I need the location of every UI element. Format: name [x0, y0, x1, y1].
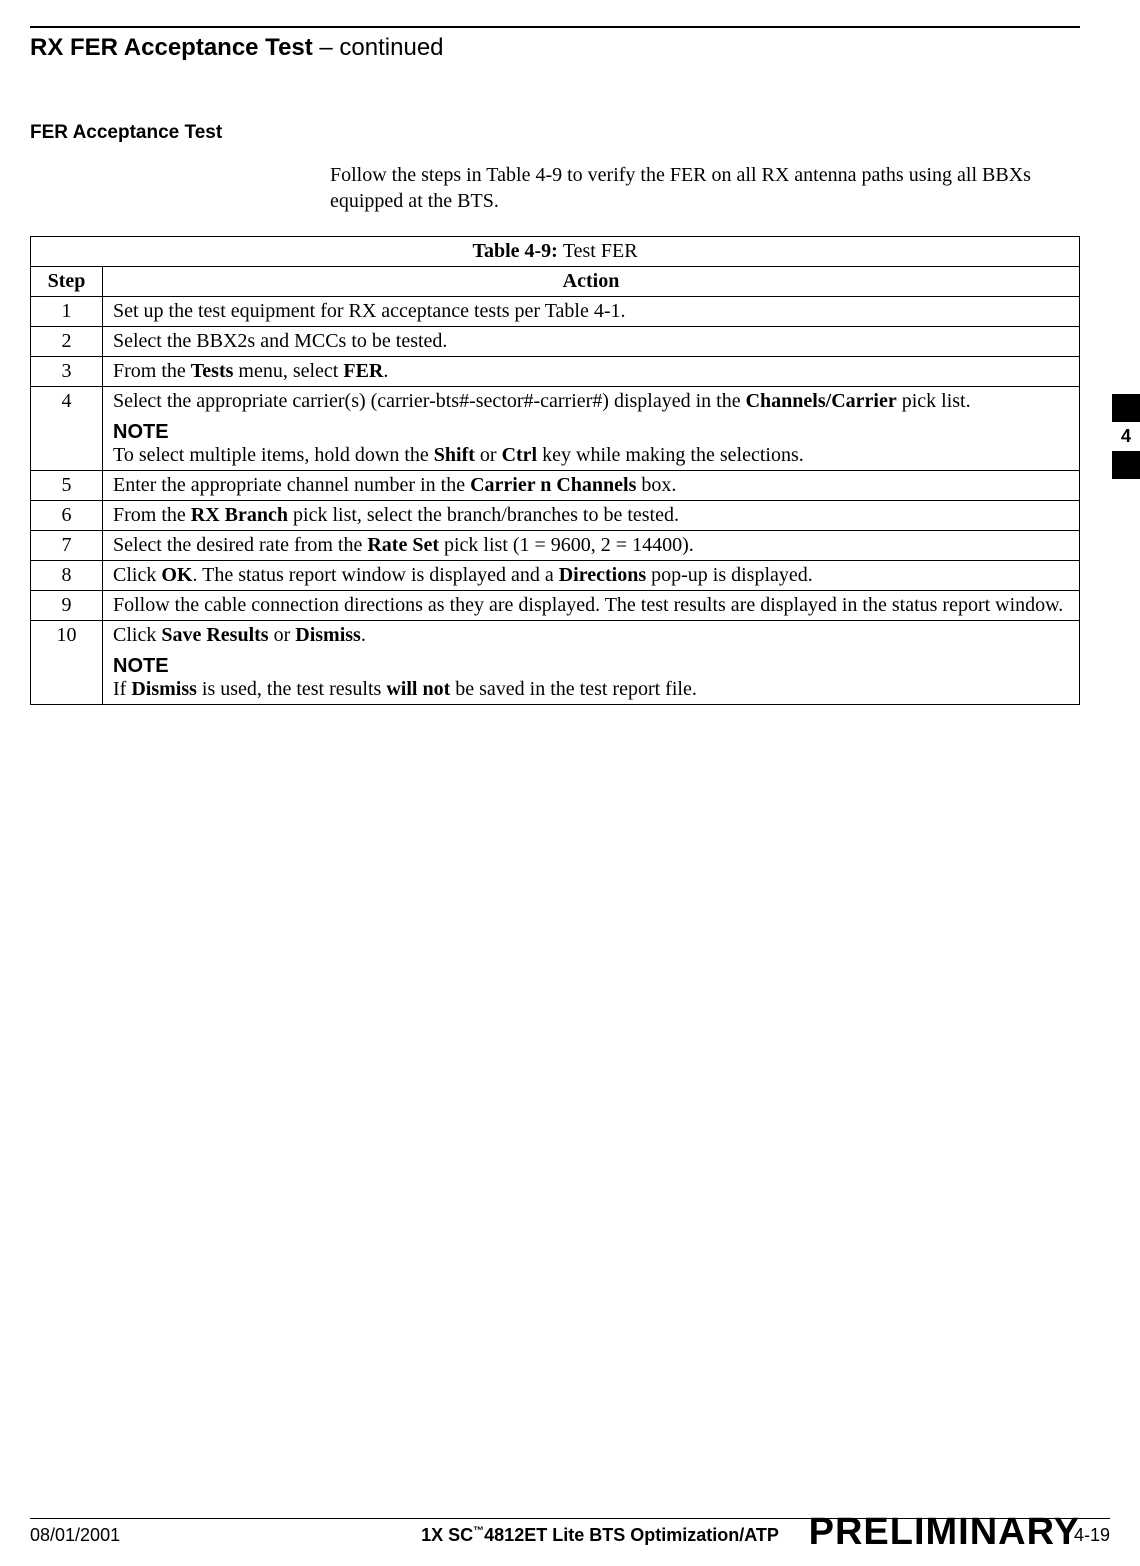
text: Select the desired rate from the — [113, 534, 367, 556]
step-cell: 1 — [31, 297, 103, 327]
side-tab: 4 — [1112, 394, 1140, 479]
action-cell: Follow the cable connection directions a… — [103, 591, 1080, 621]
text: pick list. — [897, 390, 971, 412]
preliminary-watermark: PRELIMINARY — [809, 1511, 1080, 1554]
action-cell: From the RX Branch pick list, select the… — [103, 501, 1080, 531]
bold-text: RX Branch — [191, 504, 288, 526]
action-cell: Select the desired rate from the Rate Se… — [103, 531, 1080, 561]
step-cell: 8 — [31, 561, 103, 591]
table-row: 7 Select the desired rate from the Rate … — [31, 531, 1080, 561]
table-row: 2 Select the BBX2s and MCCs to be tested… — [31, 327, 1080, 357]
table-caption-row: Table 4-9: Test FER — [31, 237, 1080, 267]
footer-center-b: 4812ET Lite BTS Optimization/ATP — [484, 1525, 779, 1545]
bold-text: will not — [386, 678, 450, 700]
step-cell: 4 — [31, 387, 103, 471]
side-tab-number: 4 — [1112, 422, 1140, 451]
text: . — [361, 624, 366, 646]
document-page: RX FER Acceptance Test – continued FER A… — [0, 0, 1140, 1566]
header-title-bold: RX FER Acceptance Test — [30, 34, 313, 61]
col-step: Step — [31, 267, 103, 297]
text: Click — [113, 624, 161, 646]
bold-text: OK — [161, 564, 192, 586]
text: or — [475, 444, 502, 466]
step-cell: 9 — [31, 591, 103, 621]
action-cell: Enter the appropriate channel number in … — [103, 471, 1080, 501]
bold-text: Dismiss — [295, 624, 361, 646]
test-fer-table: Table 4-9: Test FER Step Action 1 Set up… — [30, 236, 1080, 705]
trademark-symbol: ™ — [473, 1525, 484, 1537]
step-cell: 7 — [31, 531, 103, 561]
step-cell: 2 — [31, 327, 103, 357]
footer-date: 08/01/2001 — [30, 1525, 210, 1546]
bold-text: Save Results — [161, 624, 268, 646]
table-header-row: Step Action — [31, 267, 1080, 297]
table-row: 3 From the Tests menu, select FER. — [31, 357, 1080, 387]
table-caption-text: Test FER — [563, 240, 638, 262]
bold-text: Rate Set — [367, 534, 439, 556]
side-tab-block-bottom — [1112, 451, 1140, 479]
table-row: 1 Set up the test equipment for RX accep… — [31, 297, 1080, 327]
text: pick list (1 = 9600, 2 = 14400). — [439, 534, 694, 556]
text: From the — [113, 504, 191, 526]
text: pick list, select the branch/branches to… — [288, 504, 679, 526]
text: or — [269, 624, 296, 646]
note-label: NOTE — [113, 421, 1069, 444]
action-cell: Click OK. The status report window is di… — [103, 561, 1080, 591]
text: If — [113, 678, 131, 700]
text: is used, the test results — [197, 678, 386, 700]
header-title-suffix: – continued — [313, 34, 444, 61]
text: menu, select — [233, 360, 343, 382]
table-row: 8 Click OK. The status report window is … — [31, 561, 1080, 591]
page-footer: 08/01/2001 1X SC™4812ET Lite BTS Optimiz… — [30, 1518, 1110, 1546]
col-action: Action — [103, 267, 1080, 297]
note-label: NOTE — [113, 655, 1069, 678]
text: key while making the selections. — [537, 444, 804, 466]
footer-center-a: 1X SC — [421, 1525, 473, 1545]
text: pop-up is displayed. — [646, 564, 813, 586]
bold-text: FER — [343, 360, 383, 382]
action-cell: Select the appropriate carrier(s) (carri… — [103, 387, 1080, 471]
bold-text: Ctrl — [502, 444, 538, 466]
text: To select multiple items, hold down the — [113, 444, 434, 466]
text: . — [383, 360, 388, 382]
bold-text: Directions — [559, 564, 646, 586]
step-cell: 5 — [31, 471, 103, 501]
table-row: 9 Follow the cable connection directions… — [31, 591, 1080, 621]
text: . The status report window is displayed … — [192, 564, 558, 586]
step-cell: 10 — [31, 621, 103, 705]
table-caption-prefix: Table 4-9: — [472, 240, 562, 262]
action-cell: Select the BBX2s and MCCs to be tested. — [103, 327, 1080, 357]
table-row: 4 Select the appropriate carrier(s) (car… — [31, 387, 1080, 471]
bold-text: Shift — [434, 444, 475, 466]
table-caption: Table 4-9: Test FER — [31, 237, 1080, 267]
bold-text: Channels/Carrier — [746, 390, 897, 412]
action-cell: Click Save Results or Dismiss. NOTE If D… — [103, 621, 1080, 705]
bold-text: Tests — [191, 360, 234, 382]
action-cell: Set up the test equipment for RX accepta… — [103, 297, 1080, 327]
page-header: RX FER Acceptance Test – continued — [30, 34, 1080, 62]
step-cell: 6 — [31, 501, 103, 531]
text: Enter the appropriate channel number in … — [113, 474, 470, 496]
section-heading: FER Acceptance Test — [30, 122, 1080, 144]
table-row: 6 From the RX Branch pick list, select t… — [31, 501, 1080, 531]
table-row: 5 Enter the appropriate channel number i… — [31, 471, 1080, 501]
text: box. — [636, 474, 676, 496]
text: From the — [113, 360, 191, 382]
intro-paragraph: Follow the steps in Table 4-9 to verify … — [330, 162, 1070, 214]
header-rule — [30, 26, 1080, 28]
bold-text: Carrier n Channels — [470, 474, 636, 496]
text: Select the appropriate carrier(s) (carri… — [113, 390, 746, 412]
bold-text: Dismiss — [131, 678, 197, 700]
action-cell: From the Tests menu, select FER. — [103, 357, 1080, 387]
table-row: 10 Click Save Results or Dismiss. NOTE I… — [31, 621, 1080, 705]
side-tab-block-top — [1112, 394, 1140, 422]
text: be saved in the test report file. — [450, 678, 697, 700]
step-cell: 3 — [31, 357, 103, 387]
text: Click — [113, 564, 161, 586]
